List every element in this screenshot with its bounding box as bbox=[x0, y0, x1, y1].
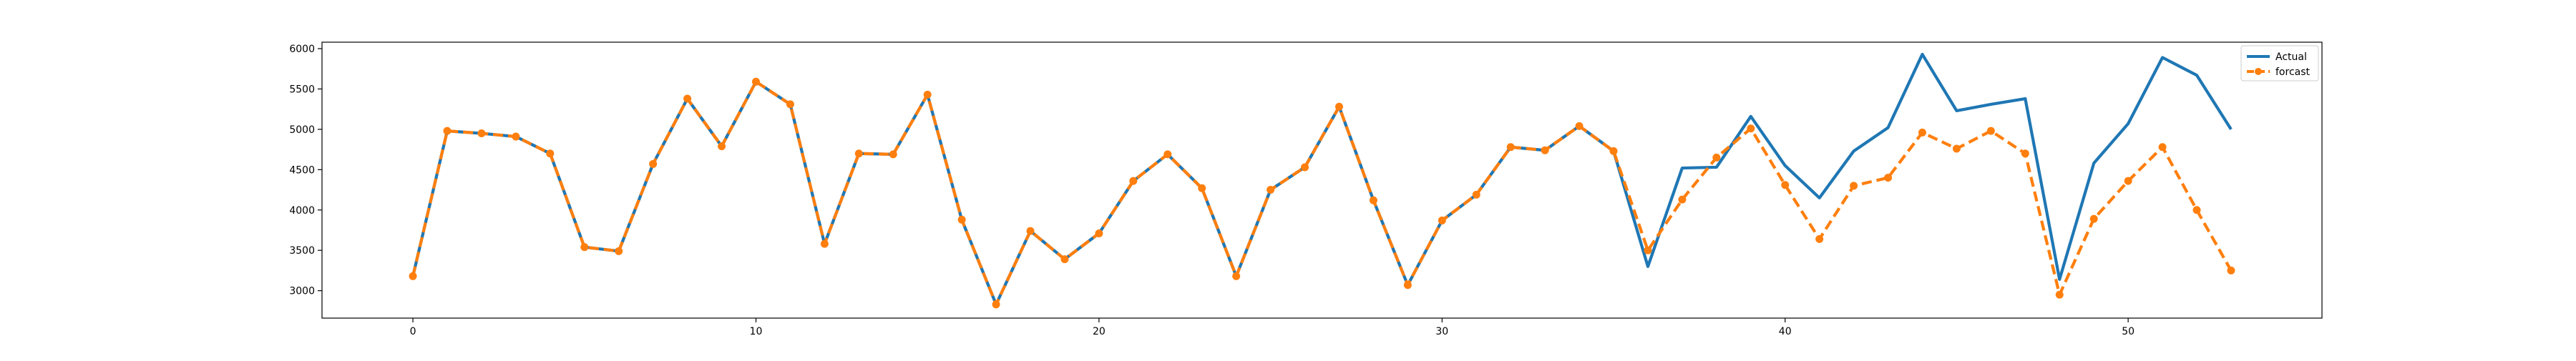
x-tick-label-10: 10 bbox=[750, 326, 763, 337]
data-point-forcast-44 bbox=[1918, 128, 1926, 137]
axes: 0 10 20 30 40 50 3000 3500 4000 4500 5000 5500 6000 bbox=[289, 41, 2323, 337]
x-tick-label-20: 20 bbox=[1093, 326, 1106, 337]
data-point-forcast-51 bbox=[2158, 143, 2167, 152]
axes-frame bbox=[321, 41, 2323, 319]
data-point-forcast-39 bbox=[1747, 124, 1755, 133]
y-tick-label-5000: 5000 bbox=[289, 124, 315, 136]
data-point-forcast-34 bbox=[1575, 122, 1584, 130]
data-point-forcast-10 bbox=[751, 77, 760, 86]
y-tick-label-4000: 4000 bbox=[289, 205, 315, 217]
data-point-forcast-36 bbox=[1644, 246, 1652, 254]
legend: Actual forcast bbox=[2240, 45, 2319, 81]
data-point-forcast-7 bbox=[649, 159, 658, 168]
data-point-forcast-32 bbox=[1506, 143, 1515, 152]
x-tick-label-50: 50 bbox=[2122, 326, 2135, 337]
data-point-forcast-3 bbox=[512, 132, 520, 141]
data-point-forcast-22 bbox=[1163, 150, 1172, 159]
data-point-forcast-5 bbox=[580, 243, 589, 252]
data-point-forcast-2 bbox=[477, 129, 486, 138]
data-point-forcast-53 bbox=[2227, 266, 2235, 275]
data-point-forcast-45 bbox=[1952, 144, 1961, 153]
data-point-forcast-0 bbox=[409, 272, 417, 280]
data-point-forcast-23 bbox=[1198, 184, 1206, 192]
legend-marker-forcast bbox=[2255, 68, 2262, 75]
data-point-forcast-48 bbox=[2055, 290, 2064, 299]
data-point-forcast-28 bbox=[1369, 196, 1377, 204]
data-point-forcast-52 bbox=[2192, 206, 2201, 214]
series-line-forcast bbox=[411, 80, 2233, 306]
data-point-forcast-15 bbox=[923, 90, 932, 99]
data-point-forcast-17 bbox=[992, 300, 1000, 309]
data-point-forcast-16 bbox=[957, 215, 966, 224]
legend-label-actual: Actual bbox=[2275, 51, 2307, 63]
data-point-forcast-27 bbox=[1335, 102, 1343, 111]
data-point-forcast-13 bbox=[854, 149, 863, 158]
data-point-forcast-21 bbox=[1129, 177, 1138, 185]
y-tick-label-3000: 3000 bbox=[289, 286, 315, 297]
data-point-forcast-11 bbox=[786, 100, 794, 109]
data-point-forcast-37 bbox=[1678, 195, 1687, 204]
data-point-forcast-14 bbox=[889, 150, 897, 159]
data-point-forcast-47 bbox=[2021, 149, 2029, 158]
data-point-forcast-49 bbox=[2089, 214, 2098, 223]
data-point-forcast-50 bbox=[2124, 177, 2132, 185]
x-tick-label-30: 30 bbox=[1435, 326, 1448, 337]
data-point-forcast-8 bbox=[683, 94, 692, 103]
data-point-forcast-24 bbox=[1232, 272, 1241, 280]
data-point-forcast-9 bbox=[718, 142, 726, 151]
data-point-forcast-29 bbox=[1403, 281, 1412, 290]
data-point-forcast-18 bbox=[1026, 227, 1035, 235]
data-point-forcast-35 bbox=[1609, 147, 1618, 155]
legend-label-forcast: forcast bbox=[2275, 66, 2311, 78]
plot-area bbox=[409, 52, 2235, 309]
data-point-forcast-30 bbox=[1438, 216, 1446, 224]
x-tick-label-40: 40 bbox=[1779, 326, 1792, 337]
data-point-forcast-12 bbox=[820, 239, 829, 248]
y-tick-label-5500: 5500 bbox=[289, 84, 315, 95]
data-point-forcast-38 bbox=[1712, 153, 1721, 162]
data-point-forcast-41 bbox=[1815, 234, 1824, 243]
data-point-forcast-1 bbox=[443, 127, 452, 135]
data-point-forcast-31 bbox=[1472, 190, 1480, 199]
data-point-forcast-6 bbox=[615, 247, 623, 255]
data-point-forcast-42 bbox=[1850, 182, 1858, 190]
data-point-forcast-4 bbox=[546, 149, 555, 158]
y-tick-label-4500: 4500 bbox=[289, 164, 315, 176]
y-tick-label-3500: 3500 bbox=[289, 245, 315, 257]
data-point-forcast-19 bbox=[1060, 255, 1069, 264]
data-point-forcast-46 bbox=[1986, 127, 1995, 135]
data-point-forcast-40 bbox=[1781, 181, 1790, 189]
data-point-forcast-33 bbox=[1541, 146, 1549, 154]
data-point-forcast-26 bbox=[1301, 163, 1309, 172]
x-tick-label-0: 0 bbox=[410, 326, 416, 337]
data-point-forcast-20 bbox=[1095, 229, 1103, 237]
y-tick-label-6000: 6000 bbox=[289, 44, 315, 55]
data-point-forcast-43 bbox=[1884, 174, 1893, 182]
data-point-forcast-25 bbox=[1267, 186, 1275, 194]
